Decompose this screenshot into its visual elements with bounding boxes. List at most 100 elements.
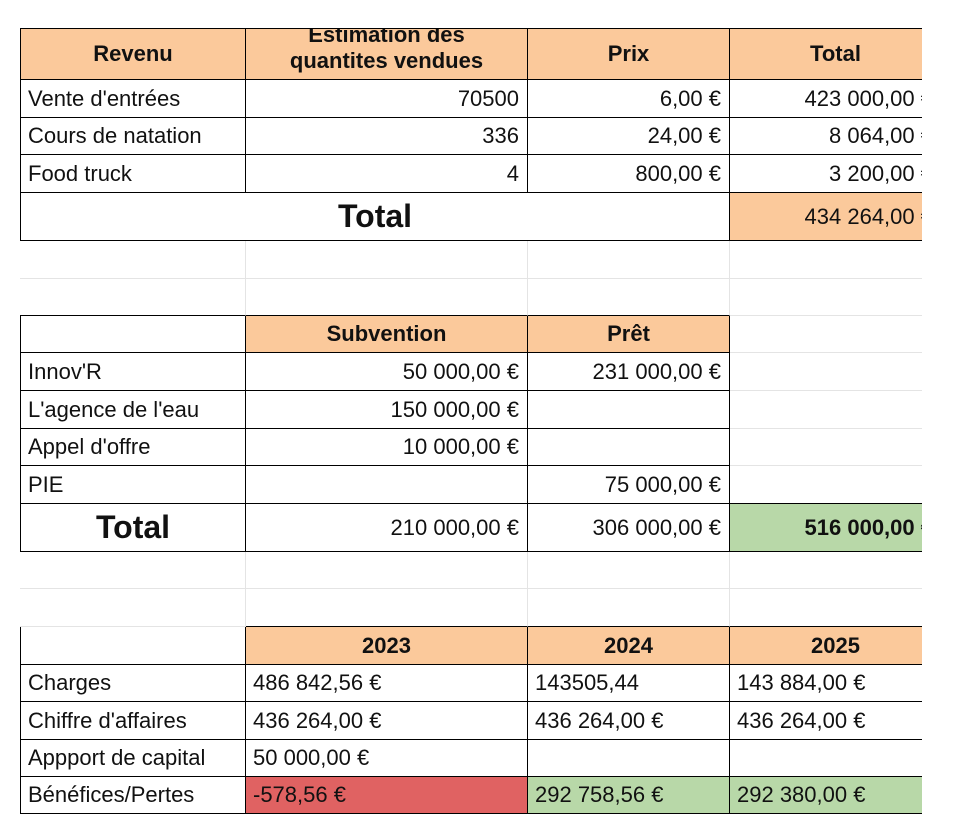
revenue-qty-cell[interactable]: 4 [246,155,528,193]
empty-row [20,589,942,627]
empty-cell[interactable] [246,241,528,279]
financing-row: L'agence de l'eau 150 000,00 € [20,391,942,429]
financing-grand-total[interactable]: 516 000,00 € [730,504,942,552]
forecast-row: Chiffre d'affaires 436 264,00 € 436 264,… [20,702,942,740]
forecast-value-cell[interactable]: 436 264,00 € [730,702,942,740]
empty-cell[interactable] [20,279,246,316]
empty-row [20,552,942,589]
financing-row: PIE 75 000,00 € [20,466,942,504]
financing-header-subvention[interactable]: Subvention [246,316,528,353]
empty-row [20,279,942,316]
financing-label-cell[interactable]: Innov'R [20,353,246,391]
quantity-header-line1: Estimation des [308,28,465,47]
financing-pret-cell[interactable] [528,429,730,466]
empty-cell[interactable] [246,552,528,589]
revenue-header-row: Revenu Estimation des quantites vendues … [20,28,942,80]
financing-header-row: Subvention Prêt [20,316,942,353]
empty-cell[interactable] [730,391,942,429]
financing-total-pret[interactable]: 306 000,00 € [528,504,730,552]
revenue-total-value[interactable]: 434 264,00 € [730,193,942,241]
forecast-header-empty[interactable] [20,627,246,665]
revenue-label-cell[interactable]: Food truck [20,155,246,193]
revenue-qty-cell[interactable]: 336 [246,118,528,155]
forecast-label-cell[interactable]: Appport de capital [20,740,246,777]
forecast-value-cell[interactable]: 436 264,00 € [528,702,730,740]
forecast-label-cell[interactable]: Chiffre d'affaires [20,702,246,740]
empty-cell[interactable] [246,589,528,627]
forecast-row: Appport de capital 50 000,00 € [20,740,942,777]
forecast-header-2024[interactable]: 2024 [528,627,730,665]
quantity-header-line2: quantites vendues [289,48,484,73]
revenue-total-cell[interactable]: 3 200,00 € [730,155,942,193]
forecast-value-cell[interactable]: 486 842,56 € [246,665,528,702]
financing-row: Innov'R 50 000,00 € 231 000,00 € [20,353,942,391]
forecast-row: Charges 486 842,56 € 143505,44 143 884,0… [20,665,942,702]
revenue-row: Cours de natation 336 24,00 € 8 064,00 € [20,118,942,155]
forecast-result-row: Bénéfices/Pertes -578,56 € 292 758,56 € … [20,777,942,814]
financing-pret-cell[interactable] [528,391,730,429]
revenue-total-label[interactable]: Total [20,193,730,241]
forecast-header-2023[interactable]: 2023 [246,627,528,665]
empty-cell[interactable] [20,589,246,627]
financing-subvention-cell[interactable]: 10 000,00 € [246,429,528,466]
financing-label-cell[interactable]: L'agence de l'eau [20,391,246,429]
forecast-value-cell[interactable] [528,740,730,777]
revenue-header-quantity[interactable]: Estimation des quantites vendues [246,28,528,80]
financing-pret-cell[interactable]: 231 000,00 € [528,353,730,391]
revenue-label-cell[interactable]: Cours de natation [20,118,246,155]
financing-total-label[interactable]: Total [20,504,246,552]
empty-cell[interactable] [730,279,942,316]
empty-cell[interactable] [730,429,942,466]
forecast-value-cell[interactable]: 436 264,00 € [246,702,528,740]
revenue-label-cell[interactable]: Vente d'entrées [20,80,246,118]
revenue-qty-cell[interactable]: 70500 [246,80,528,118]
empty-cell[interactable] [730,316,942,353]
forecast-value-cell[interactable]: 50 000,00 € [246,740,528,777]
forecast-label-cell[interactable]: Charges [20,665,246,702]
financing-subvention-cell[interactable] [246,466,528,504]
financing-pret-cell[interactable]: 75 000,00 € [528,466,730,504]
financing-label-cell[interactable]: PIE [20,466,246,504]
revenue-header-label[interactable]: Revenu [20,28,246,80]
financing-row: Appel d'offre 10 000,00 € [20,429,942,466]
financing-subvention-cell[interactable]: 50 000,00 € [246,353,528,391]
forecast-profit-cell[interactable]: 292 758,56 € [528,777,730,814]
empty-cell[interactable] [528,279,730,316]
empty-cell[interactable] [730,241,942,279]
forecast-profit-cell[interactable]: 292 380,00 € [730,777,942,814]
revenue-header-price[interactable]: Prix [528,28,730,80]
empty-cell[interactable] [20,552,246,589]
empty-cell[interactable] [730,353,942,391]
revenue-row: Vente d'entrées 70500 6,00 € 423 000,00 … [20,80,942,118]
financing-header-empty[interactable] [20,316,246,353]
revenue-total-cell[interactable]: 423 000,00 € [730,80,942,118]
revenue-price-cell[interactable]: 24,00 € [528,118,730,155]
revenue-price-cell[interactable]: 6,00 € [528,80,730,118]
forecast-header-2025[interactable]: 2025 [730,627,942,665]
empty-cell[interactable] [528,241,730,279]
empty-cell[interactable] [528,589,730,627]
empty-cell[interactable] [730,589,942,627]
revenue-price-cell[interactable]: 800,00 € [528,155,730,193]
financing-total-row: Total 210 000,00 € 306 000,00 € 516 000,… [20,504,942,552]
empty-row [20,241,942,279]
revenue-header-total[interactable]: Total [730,28,942,80]
empty-cell[interactable] [730,552,942,589]
empty-cell[interactable] [528,552,730,589]
financing-total-subvention[interactable]: 210 000,00 € [246,504,528,552]
forecast-label-cell[interactable]: Bénéfices/Pertes [20,777,246,814]
empty-cell[interactable] [20,241,246,279]
forecast-value-cell[interactable]: 143 884,00 € [730,665,942,702]
empty-cell[interactable] [246,279,528,316]
empty-cell[interactable] [730,466,942,504]
revenue-total-cell[interactable]: 8 064,00 € [730,118,942,155]
revenue-row: Food truck 4 800,00 € 3 200,00 € [20,155,942,193]
forecast-header-row: 2023 2024 2025 [20,627,942,665]
forecast-value-cell[interactable]: 143505,44 [528,665,730,702]
financing-subvention-cell[interactable]: 150 000,00 € [246,391,528,429]
financing-label-cell[interactable]: Appel d'offre [20,429,246,466]
financing-header-pret[interactable]: Prêt [528,316,730,353]
forecast-loss-cell[interactable]: -578,56 € [246,777,528,814]
forecast-value-cell[interactable] [730,740,942,777]
